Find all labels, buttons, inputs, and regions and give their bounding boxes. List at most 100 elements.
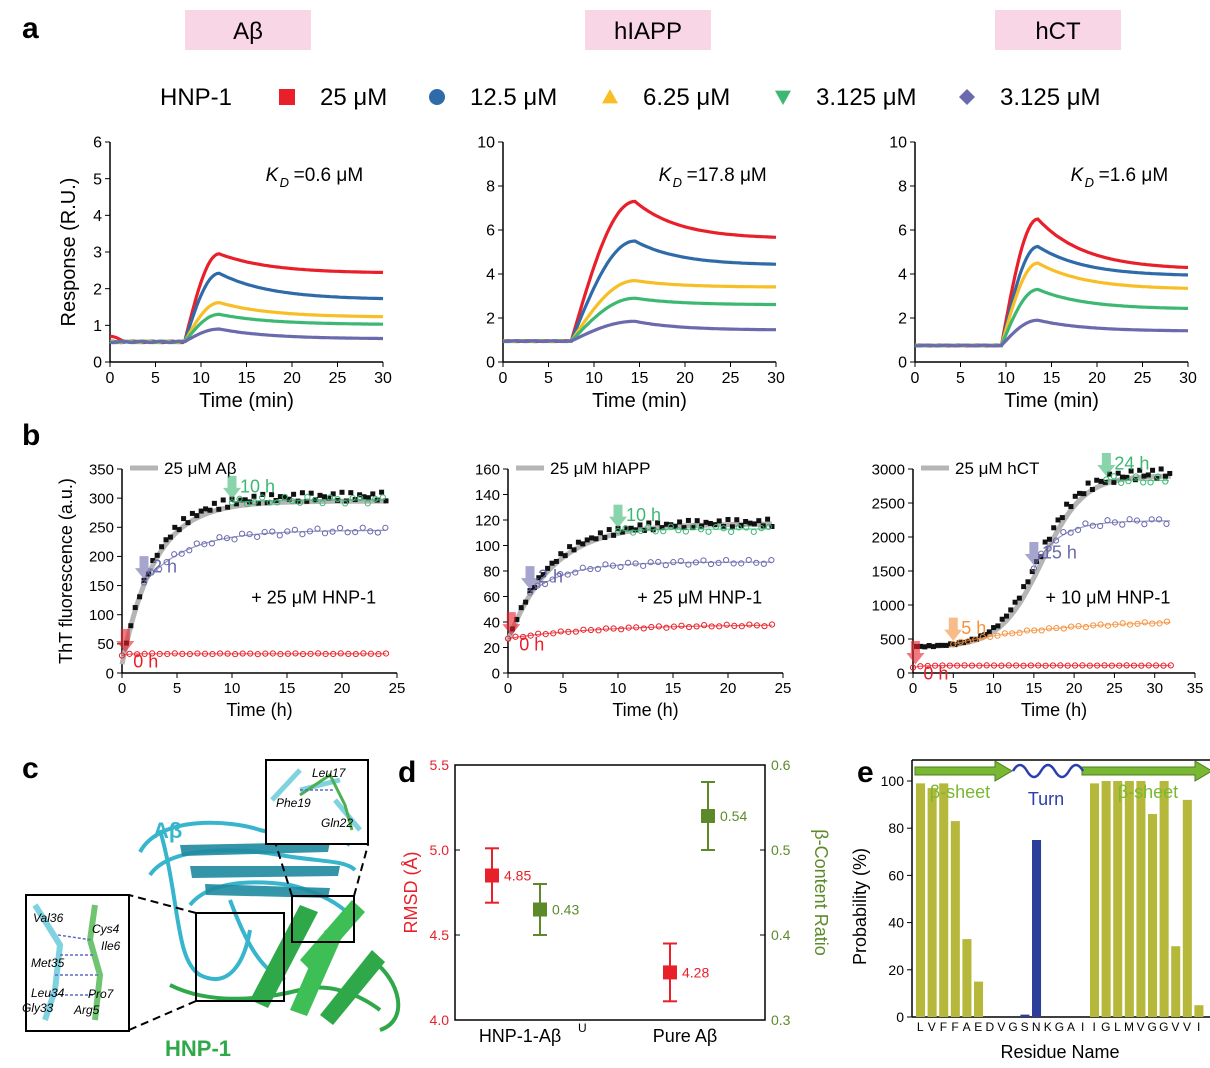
residue-tick-label: V [1183,1020,1191,1034]
probability-bar [927,788,937,1017]
y-tick-label: 120 [475,512,500,529]
treated-data-point [1163,520,1170,527]
zoom-line [275,844,293,897]
y-tick-label: 0 [896,1009,904,1025]
control-data-point [317,492,323,498]
treated-data-point [1134,620,1141,627]
y-tick-label: 2 [486,311,495,328]
y-tick-label: 8 [898,179,907,196]
treated-data-point [156,650,163,658]
abeta-label: Aβ [153,818,182,843]
treated-data-point [1074,526,1082,534]
treated-data-point [345,650,352,657]
treated-data-point [306,528,314,535]
treated-data-point [990,662,998,669]
treated-data-point [618,626,625,633]
residue-label: Leu17 [312,766,347,780]
control-data-point [383,498,389,504]
treated-data-point [610,625,617,632]
treatment-label: + 10 μM HNP-1 [1046,588,1171,608]
control-data-point [321,494,327,500]
treated-data-point [931,662,939,669]
control-data-point [939,642,945,648]
treated-data-point [667,523,674,530]
y-axis-label-left: RMSD (Å) [401,852,421,934]
control-data-point [756,518,762,524]
x-axis-label: Time (h) [226,700,292,720]
residue-tick-label: V [1137,1020,1145,1034]
residue-tick-label: I [1197,1020,1200,1034]
treated-data-point [655,623,662,630]
treated-data-point [675,527,682,534]
addition-arrow [116,629,135,653]
treated-data-point [171,650,178,657]
treated-data-point [735,524,742,531]
y-tick-label: 10 [477,135,495,152]
treated-data-point [1155,516,1163,523]
treated-data-point [682,528,689,535]
legend-marker [279,89,295,105]
treated-data-point [1053,624,1060,632]
abeta-sheet [180,842,340,898]
panel-label-a: a [22,12,39,45]
residue-tick-label: G [1159,1020,1168,1034]
treated-data-point [579,564,586,571]
kd-subscript: D [673,175,682,190]
treated-data-point [519,633,527,641]
treated-data-point [141,650,148,658]
residue-tick-label: F [940,1020,947,1034]
control-data-point [562,553,568,559]
control-data-point [1021,584,1027,590]
treated-data-point [715,559,722,566]
inset-box-2: Val36 Cys4 Ile6 Met35 Leu34 Pro7 Gly33 A… [22,894,130,1032]
x-tick-label: 0 [909,680,917,697]
kd-subscript: D [1085,175,1094,190]
treated-data-point [1064,662,1071,669]
data-label: 4.28 [682,964,709,980]
control-data-point [589,535,595,541]
control-data-point [299,490,305,496]
control-data-point [167,534,173,540]
control-data-point [729,524,735,530]
y-tick-label: 150 [89,578,114,595]
x-tick-label: 25 [722,370,740,387]
addition-time-label: 15 h [1042,542,1077,562]
treated-data-point [1005,662,1012,669]
legend-label: 3.125 μM [816,84,917,111]
kd-symbol: K [266,165,280,186]
control-data-point [659,525,665,531]
treated-data-point [720,525,727,532]
treated-data-point [662,562,669,569]
series-legend: HNP-1 25 μM 12.5 μM 6.25 μM 3.125 μM 3.125 μ… [160,84,1101,111]
rmsd-point [485,868,499,883]
x-tick-label: 10 [985,680,1002,697]
treated-data-point [299,650,307,658]
treated-data-point [261,528,268,536]
treated-data-point [652,528,659,535]
y-tick-label: 20 [888,962,904,978]
treated-data-point [622,525,629,532]
control-data-point [580,541,586,547]
treated-data-point [594,565,601,572]
treated-data-point [690,523,697,530]
x-axis-label: Time (min) [592,390,687,412]
probability-bar [1182,799,1192,1017]
control-data-point [1012,599,1018,605]
treated-data-point [330,650,337,658]
treated-data-point [1119,521,1126,528]
residue-tick-label: L [1114,1020,1121,1034]
y-tick-label: 0 [897,665,905,682]
control-data-point [207,507,213,513]
treatment-label: + 25 μM HNP-1 [637,588,762,608]
treated-data-point [602,625,610,632]
control-data-point [1094,477,1100,483]
chart-header: hIAPP [614,18,682,45]
treated-data-point [640,625,647,632]
control-data-point [628,525,634,531]
chart-header-box [585,10,711,50]
treated-data-point [364,500,371,507]
y-tick-label: 3000 [872,461,905,478]
treated-data-point [964,638,972,645]
y-tick-label-left: 4.0 [430,1012,450,1028]
treated-data-point [1013,662,1020,669]
